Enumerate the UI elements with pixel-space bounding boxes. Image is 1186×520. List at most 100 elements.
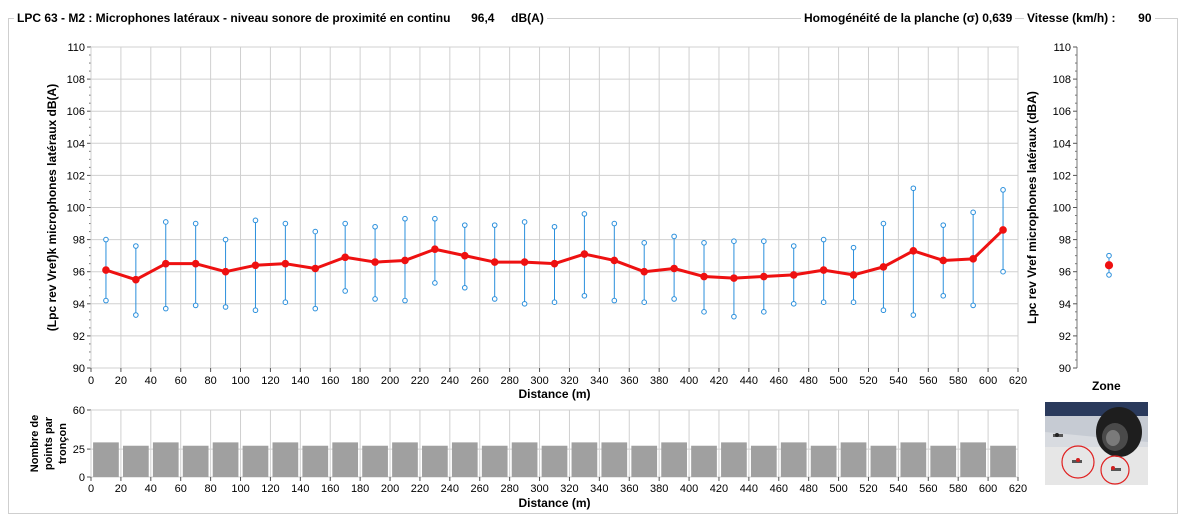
summary-ytick-label: 104 — [1053, 138, 1071, 150]
count-bar — [392, 442, 418, 477]
bar-xtick-label: 520 — [859, 483, 877, 495]
summary-ytick-label: 96 — [1059, 267, 1071, 279]
mean-point — [789, 271, 798, 279]
main-xtick-label: 560 — [919, 375, 937, 387]
mean-point — [221, 267, 230, 276]
whisker-max-point — [731, 238, 737, 245]
bar-xtick-label: 220 — [411, 483, 429, 495]
whisker-max-point — [521, 219, 528, 225]
main-xtick-label: 200 — [381, 375, 399, 387]
bar-xtick-label: 180 — [351, 483, 369, 495]
bar-xtick-label: 440 — [740, 483, 758, 495]
level-value: 96,4 — [471, 11, 495, 25]
whisker-max-point — [581, 211, 588, 217]
mean-point — [431, 245, 439, 254]
main-xtick-label: 160 — [321, 375, 339, 387]
bar-xtick-label: 200 — [381, 483, 399, 495]
count-bar — [571, 442, 598, 477]
main-xtick-label: 380 — [650, 375, 668, 387]
whisker-min-point — [880, 307, 887, 314]
main-ytick-label: 108 — [67, 74, 85, 86]
whisker-min-point — [910, 312, 917, 318]
whisker-max-point — [162, 219, 169, 225]
main-xtick-label: 140 — [291, 375, 309, 387]
main-xtick-label: 40 — [145, 375, 157, 387]
main-xaxis-title: Distance (m) — [518, 387, 590, 401]
bar-xtick-label: 540 — [889, 483, 907, 495]
main-xtick-label: 440 — [740, 375, 758, 387]
bar-xtick-label: 300 — [530, 483, 548, 495]
main-xtick-label: 260 — [471, 375, 489, 387]
summary-ytick-label: 110 — [1053, 42, 1071, 54]
whisker-max-point — [252, 217, 259, 224]
main-xtick-label: 320 — [560, 375, 578, 387]
whisker-max-point — [133, 243, 139, 249]
main-xtick-label: 240 — [441, 375, 459, 387]
main-xtick-label: 620 — [1009, 375, 1027, 387]
bar-xtick-label: 240 — [441, 483, 459, 495]
mean-point — [550, 259, 559, 268]
mean-point — [132, 275, 140, 284]
mean-point — [251, 261, 260, 270]
main-xtick-label: 480 — [799, 375, 817, 387]
count-bar — [93, 442, 119, 477]
homogeneity-label: Homogénéité de la planche (σ) — [804, 11, 979, 25]
main-xtick-label: 300 — [530, 375, 548, 387]
whisker-min-point — [162, 305, 169, 312]
whisker-min-point — [342, 288, 348, 294]
bar-yaxis-title-line: tronçon — [57, 423, 69, 464]
main-ytick-label: 92 — [73, 331, 85, 343]
whisker-min-point — [312, 305, 319, 312]
summary-ytick-label: 92 — [1059, 331, 1071, 343]
main-ytick-label: 94 — [73, 299, 85, 311]
whisker-max-point — [372, 223, 378, 230]
whisker-min-point — [671, 296, 677, 302]
summary-ytick-label: 90 — [1059, 363, 1071, 375]
whisker-min-point — [731, 313, 737, 320]
mean-point — [371, 258, 379, 266]
main-xtick-label: 520 — [859, 375, 877, 387]
bar-xtick-label: 320 — [560, 483, 578, 495]
mean-point — [580, 250, 589, 258]
mean-point — [520, 258, 529, 266]
whisker-max-point — [551, 223, 558, 230]
summary-yaxis-title: Lpc rev Vref microphones latéraux (dBA) — [1025, 91, 1039, 324]
main-ytick-label: 104 — [67, 138, 85, 150]
count-bar — [511, 442, 538, 477]
mean-point — [460, 251, 469, 260]
count-bar — [122, 445, 149, 477]
bar-ytick-label: 25 — [73, 444, 85, 456]
speed-label: Vitesse (km/h) : — [1027, 11, 1116, 25]
count-bar — [691, 445, 717, 477]
bar-yaxis-title-line: points par — [43, 416, 55, 470]
summary-min-point — [1106, 272, 1112, 278]
whisker-min-point — [761, 309, 767, 315]
main-ytick-label: 96 — [73, 267, 85, 279]
zone-label: Zone — [1092, 379, 1121, 393]
summary-mean-point — [1104, 261, 1114, 270]
whisker-max-point — [282, 220, 289, 227]
whisker-min-point — [252, 307, 259, 314]
mean-point — [849, 271, 858, 279]
whisker-min-point — [551, 299, 558, 305]
whisker-max-point — [192, 220, 199, 227]
count-bar — [481, 445, 508, 477]
bar-xaxis-title: Distance (m) — [518, 496, 590, 510]
mean-point — [700, 272, 708, 281]
count-bar — [242, 445, 269, 477]
mean-point — [490, 258, 499, 266]
whisker-min-point — [491, 296, 498, 302]
main-xtick-label: 360 — [620, 375, 638, 387]
count-bar — [930, 445, 957, 477]
bar-ytick-label: 0 — [79, 472, 85, 484]
mean-point — [999, 226, 1007, 234]
bar-yaxis-title-line: Nombre de — [29, 415, 41, 472]
whisker-max-point — [222, 236, 229, 243]
count-bar — [182, 445, 209, 477]
mean-point — [939, 256, 948, 265]
count-bar — [960, 442, 987, 477]
title-text: LPC 63 - M2 : Microphones latéraux - niv… — [17, 11, 451, 25]
count-bar — [990, 445, 1016, 477]
mean-point — [281, 259, 290, 268]
